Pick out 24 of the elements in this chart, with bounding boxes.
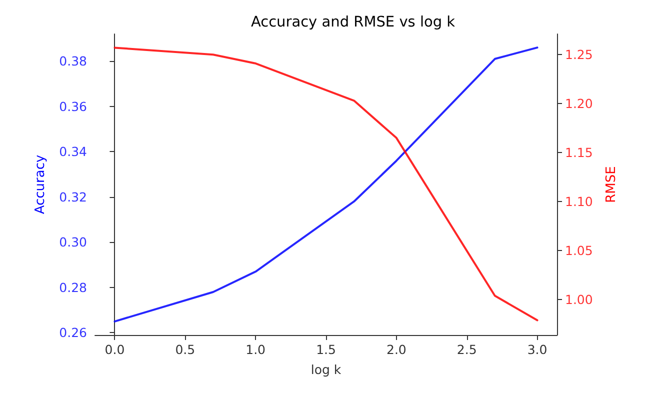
x-tick-label: 1.5 [316,342,336,357]
y-tick-label: 0.28 [59,280,88,295]
y2-tick-label: 1.05 [565,243,593,258]
x-tick-label: 3.0 [527,342,548,357]
x-tick-label: 2.0 [386,342,406,357]
y-axis-title: Accuracy [33,154,48,214]
y-tick-label: 0.36 [59,98,88,114]
x-tick-label: 2.5 [456,342,477,357]
y-tick-label: 0.26 [59,325,88,340]
y2-tick-label: 1.15 [565,145,593,160]
x-tick-label: 0.5 [175,342,196,357]
y-tick-label: 0.34 [59,144,88,160]
chart-title: Accuracy and RMSE vs log k [250,14,456,30]
y-tick-label: 0.38 [59,54,88,69]
y-tick-label: 0.30 [59,234,88,250]
y2-tick-label: 1.00 [565,292,593,308]
x-tick-label: 1.0 [246,342,266,357]
x-axis-title: log k [310,362,342,377]
y2-tick-label: 1.10 [565,194,593,210]
y2-tick-label: 1.20 [565,96,593,112]
y2-tick-label: 1.25 [565,47,593,62]
y2-axis-title: RMSE [604,166,619,203]
x-tick-label: 0.0 [104,342,125,357]
y-tick-label: 0.32 [59,189,87,204]
